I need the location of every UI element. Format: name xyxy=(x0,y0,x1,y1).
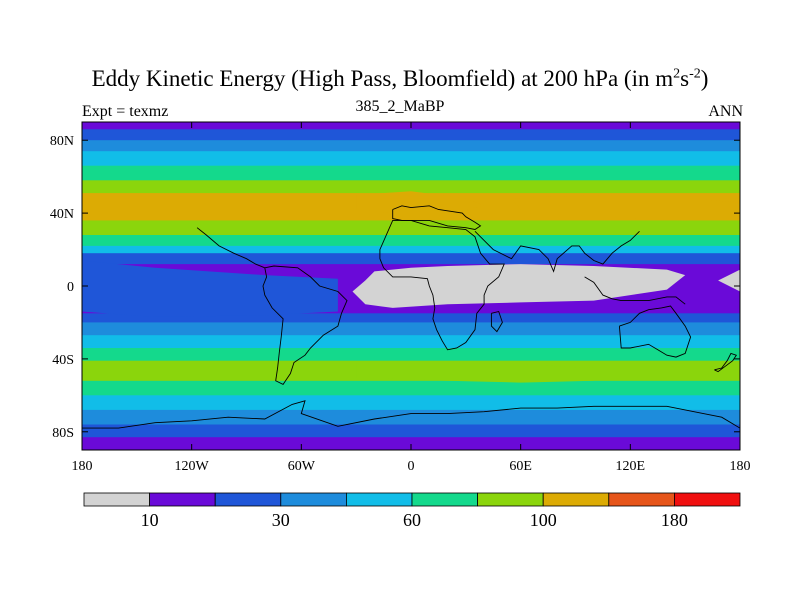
experiment-label: Expt = texmz xyxy=(82,103,169,120)
x-tick-label: 60W xyxy=(288,459,316,474)
madagascar-coastline xyxy=(490,310,503,333)
eke-band-5 xyxy=(82,180,740,194)
chart-subtitle: 385_2_MaBP xyxy=(355,98,445,115)
eke-band-19 xyxy=(82,395,740,411)
south-america-coastline xyxy=(262,265,348,385)
y-tick-label: 80N xyxy=(50,134,74,149)
colorbar-swatch xyxy=(608,492,675,507)
colorbar-swatch xyxy=(674,492,741,507)
eke-band-14 xyxy=(82,322,740,336)
y-tick-label: 40S xyxy=(52,353,74,368)
colorbar-swatch xyxy=(83,492,150,507)
y-tick-label: 80S xyxy=(52,426,74,441)
x-tick-label: 0 xyxy=(408,459,415,474)
colorbar-swatch xyxy=(149,492,216,507)
pacific-jet-peak xyxy=(511,194,740,221)
eke-band-4 xyxy=(82,165,740,181)
colorbar-label: 10 xyxy=(141,510,159,530)
eke-band-22 xyxy=(82,437,740,450)
new-zealand-coastline xyxy=(714,352,737,373)
australia-coastline xyxy=(618,305,692,358)
colorbar-swatch xyxy=(477,492,544,507)
y-tick-label: 40N xyxy=(50,207,74,222)
eke-band-8 xyxy=(82,220,740,236)
eke-band-2 xyxy=(82,140,740,152)
x-tick-label: 180 xyxy=(72,459,93,474)
arabia-india-coastline xyxy=(474,230,640,273)
x-tick-label: 60E xyxy=(509,459,532,474)
x-tick-label: 180 xyxy=(730,459,751,474)
colorbar-swatch xyxy=(345,492,413,507)
pacific-low-tongue xyxy=(82,260,338,317)
antarctica-coastline xyxy=(82,400,740,429)
colorbar-swatch xyxy=(542,492,610,507)
eke-band-20 xyxy=(82,409,740,426)
colorbar-swatch xyxy=(214,492,282,507)
chart-title: Eddy Kinetic Energy (High Pass, Bloomfie… xyxy=(91,66,709,91)
season-label: ANN xyxy=(708,103,743,120)
indonesia-coastline xyxy=(584,276,686,305)
colorbar-label: 60 xyxy=(403,510,421,530)
eke-band-21 xyxy=(82,424,740,438)
colorbar-swatch xyxy=(411,492,478,507)
central-america-coastline xyxy=(196,227,265,269)
x-tick-label: 120W xyxy=(175,459,210,474)
eke-band-3 xyxy=(82,151,740,167)
atlantic-jet-peak xyxy=(356,191,485,214)
y-tick-label: 0 xyxy=(67,280,74,295)
eke-band-9 xyxy=(82,235,740,247)
indian-ocean-peak xyxy=(356,362,594,383)
colorbar-label: 100 xyxy=(530,510,557,530)
eke-band-11 xyxy=(82,253,740,265)
x-tick-label: 120E xyxy=(616,459,646,474)
eke-band-16 xyxy=(82,348,740,362)
colorbar-swatch xyxy=(280,492,347,507)
colorbar-label: 180 xyxy=(661,510,688,530)
eke-band-15 xyxy=(82,335,740,349)
tropical-low-region xyxy=(352,264,686,308)
eke-band-10 xyxy=(82,245,740,254)
africa-coastline xyxy=(379,219,505,351)
colorbar-label: 30 xyxy=(272,510,290,530)
eke-band-18 xyxy=(82,380,740,396)
eke-band-1 xyxy=(82,129,740,141)
eke-band-13 xyxy=(82,313,740,323)
